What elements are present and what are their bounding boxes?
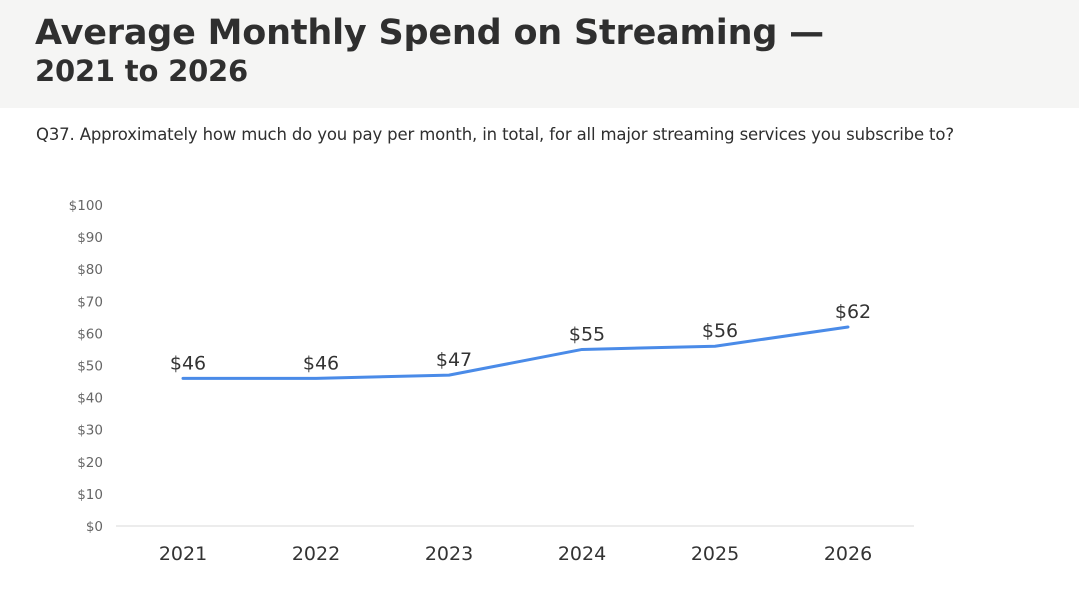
- y-tick-label: $0: [86, 519, 103, 535]
- x-tick-label: 2025: [691, 543, 739, 565]
- data-label: $55: [569, 323, 605, 345]
- y-tick-label: $60: [77, 326, 103, 342]
- data-label: $47: [436, 349, 472, 371]
- y-tick-label: $100: [69, 198, 103, 214]
- y-tick-label: $10: [77, 487, 103, 503]
- title-band: [0, 0, 1079, 108]
- x-tick-label: 2024: [558, 543, 606, 565]
- chart-title-line-2: 2021 to 2026: [35, 54, 249, 88]
- data-label: $62: [835, 301, 871, 323]
- y-tick-label: $50: [77, 359, 103, 375]
- survey-question: Q37. Approximately how much do you pay p…: [36, 125, 954, 144]
- y-tick-label: $80: [77, 262, 103, 278]
- x-tick-label: 2023: [425, 543, 473, 565]
- data-label: $56: [702, 320, 738, 342]
- data-label: $46: [303, 352, 339, 374]
- x-tick-label: 2022: [292, 543, 340, 565]
- data-label: $46: [170, 352, 206, 374]
- y-tick-label: $30: [77, 423, 103, 439]
- y-tick-label: $90: [77, 230, 103, 246]
- series-line: [181, 325, 850, 380]
- x-axis-ticks: 2021 2022 2023 2024 2025 2026: [159, 543, 872, 565]
- y-tick-label: $40: [77, 391, 103, 407]
- x-tick-label: 2021: [159, 543, 207, 565]
- y-tick-label: $20: [77, 455, 103, 471]
- x-tick-label: 2026: [824, 543, 872, 565]
- data-labels: $46 $46 $47 $55 $56 $62: [170, 301, 871, 374]
- y-axis-ticks: $0 $10 $20 $30 $40 $50 $60 $70 $80 $90 $100: [69, 198, 103, 535]
- chart-title-line-1: Average Monthly Spend on Streaming —: [35, 13, 824, 53]
- y-tick-label: $70: [77, 294, 103, 310]
- chart-title: Average Monthly Spend on Streaming — 202…: [35, 14, 1035, 90]
